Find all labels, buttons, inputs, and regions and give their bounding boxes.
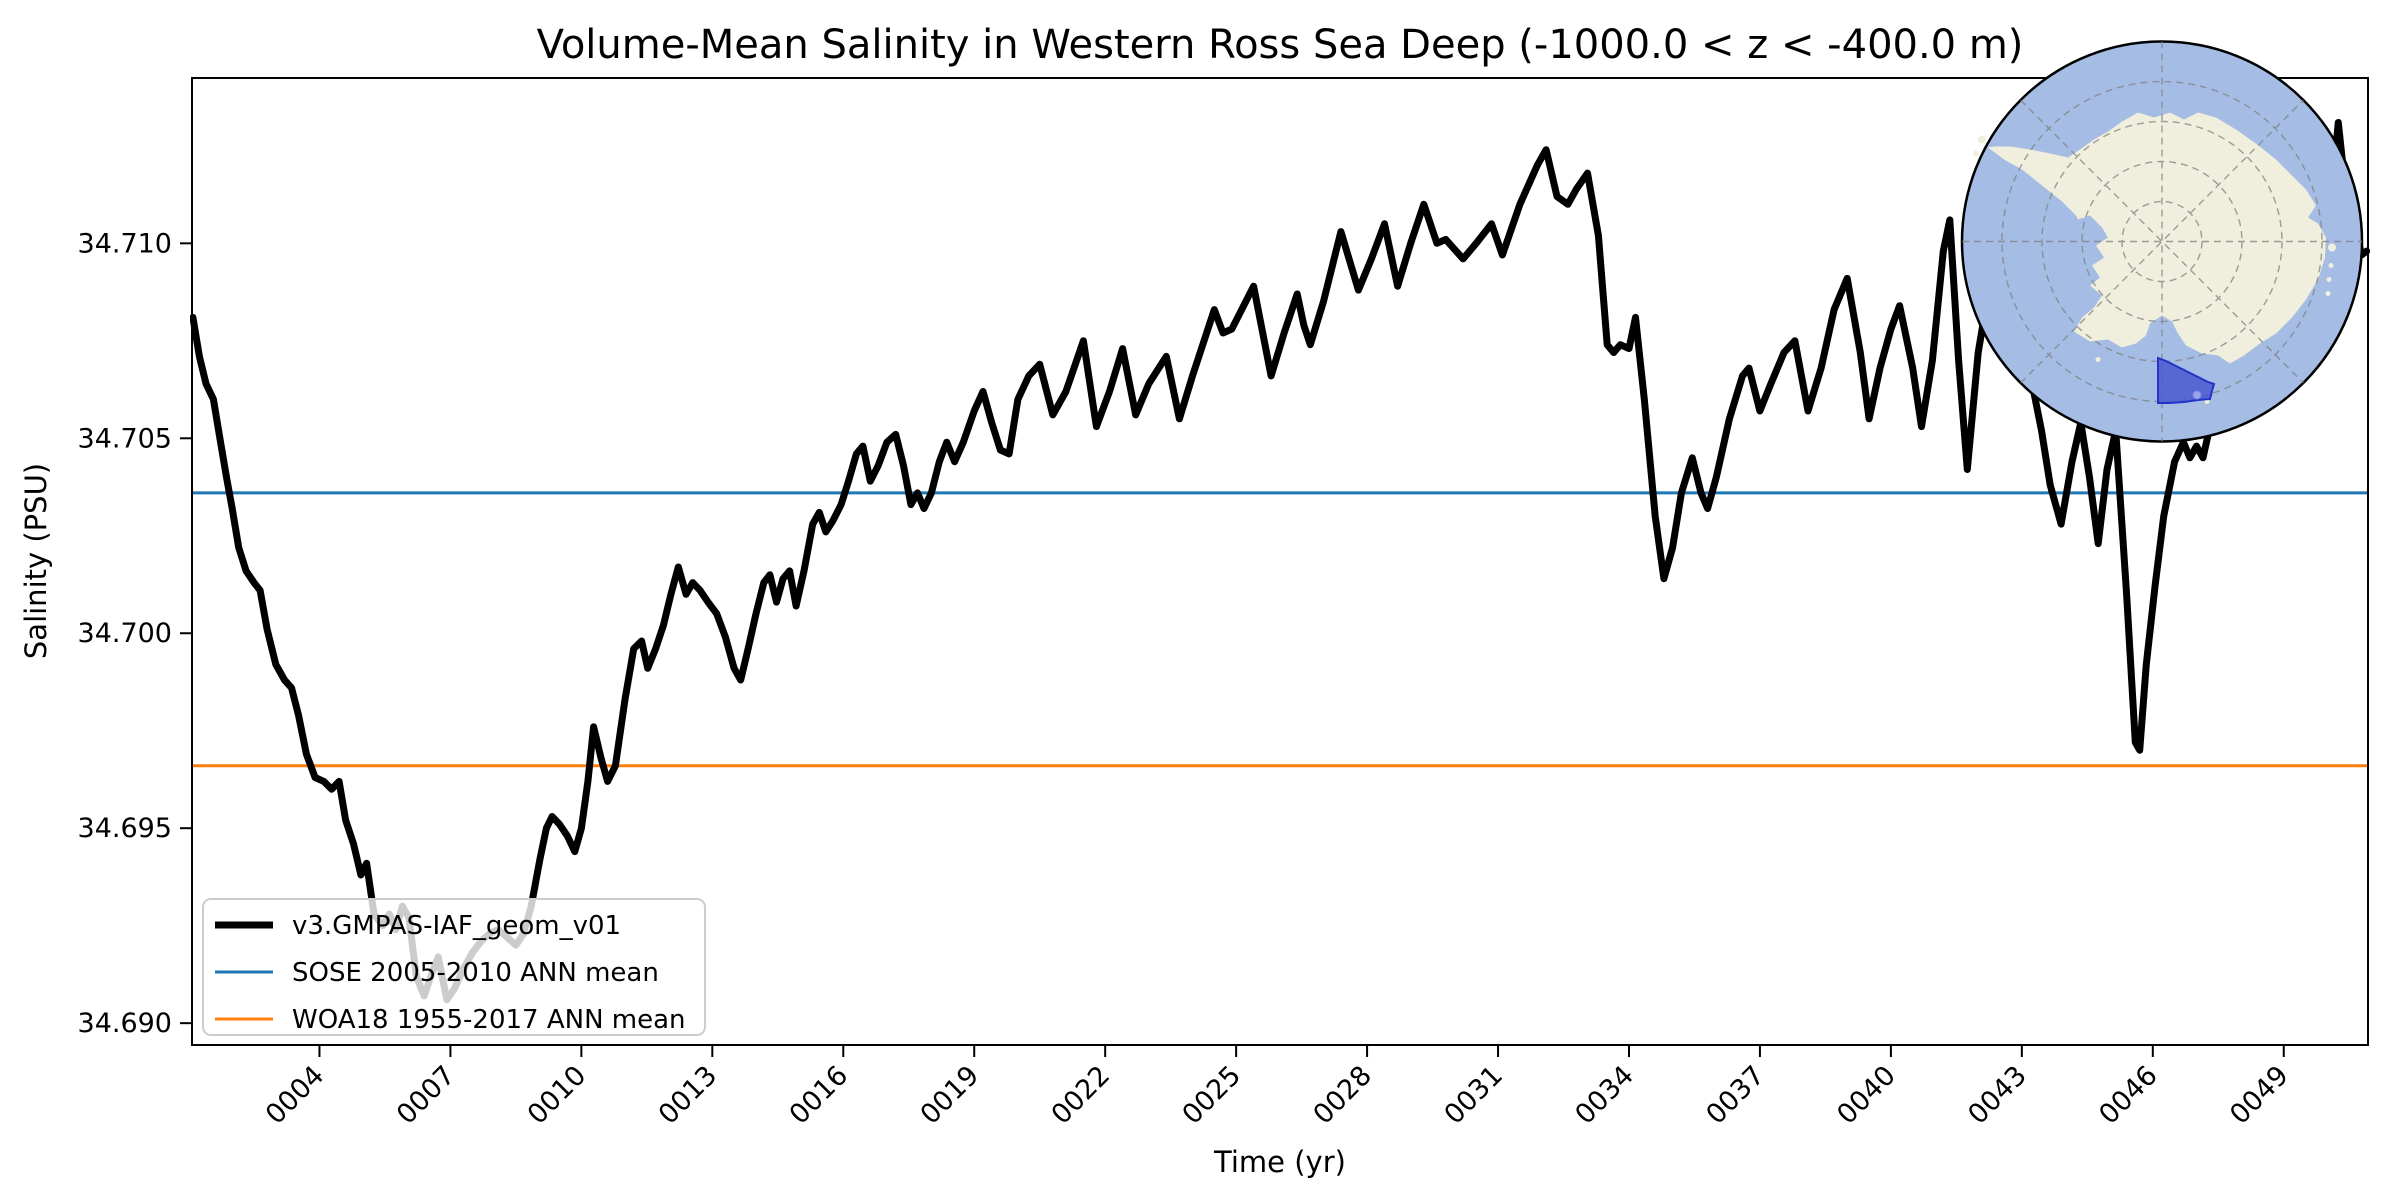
- x-tick-label: 0049: [2224, 1060, 2295, 1131]
- y-tick-label: 34.710: [78, 228, 172, 259]
- y-tick-label: 34.700: [78, 618, 172, 649]
- x-tick-label: 0043: [1962, 1060, 2033, 1131]
- x-tick-label: 0031: [1438, 1060, 1509, 1131]
- x-tick-label: 0037: [1700, 1060, 1771, 1131]
- x-axis-ticks: 0004 0007 0010 0013 0016 0019 0022 0025 0028 0031…: [260, 1045, 2295, 1131]
- legend: v3.GMPAS-IAF_geom_v01 SOSE 2005-2010 ANN…: [202, 898, 706, 1036]
- x-tick-label: 0004: [260, 1060, 331, 1131]
- y-tick-label: 34.705: [78, 423, 172, 454]
- y-axis-label: Salinity (PSU): [19, 463, 53, 659]
- x-tick-label: 0046: [2093, 1060, 2164, 1131]
- island: [1978, 135, 1986, 144]
- y-tick-label: 34.690: [78, 1008, 172, 1039]
- island: [2328, 263, 2334, 268]
- island: [2326, 277, 2332, 282]
- x-tick-label: 0034: [1569, 1060, 1640, 1131]
- legend-label-sose: SOSE 2005-2010 ANN mean: [292, 958, 659, 988]
- region-marker-dot: [2192, 390, 2202, 400]
- island: [2095, 357, 2101, 362]
- legend-label-model: v3.GMPAS-IAF_geom_v01: [292, 911, 621, 941]
- x-tick-label: 0040: [1831, 1060, 1902, 1131]
- x-axis-label: Time (yr): [1213, 1145, 1346, 1179]
- legend-label-woa: WOA18 1955-2017 ANN mean: [292, 1005, 686, 1035]
- x-tick-label: 0028: [1308, 1060, 1379, 1131]
- legend-box: [202, 898, 706, 1036]
- island: [2328, 243, 2336, 252]
- axes-spines: [191, 77, 2369, 1046]
- island: [1973, 150, 1979, 157]
- x-tick-label: 0010: [522, 1060, 593, 1131]
- x-tick-label: 0022: [1046, 1060, 1117, 1131]
- x-tick-label: 0016: [784, 1060, 855, 1131]
- y-axis-ticks: 34.690 34.695 34.700 34.705 34.710: [78, 228, 192, 1039]
- graticule-grid: [1962, 41, 2362, 442]
- antarctica-landmass: [1973, 112, 2336, 404]
- x-tick-label: 0019: [915, 1060, 986, 1131]
- x-tick-label: 0013: [653, 1060, 724, 1131]
- antarctica-continent: [1988, 112, 2326, 364]
- island: [2325, 291, 2331, 296]
- antarctica-inset-map: [1960, 40, 2364, 443]
- x-tick-label: 0007: [391, 1060, 462, 1131]
- page-title: Volume-Mean Salinity in Western Ross Sea…: [537, 22, 2024, 68]
- y-tick-label: 34.695: [78, 813, 172, 844]
- x-tick-label: 0025: [1177, 1060, 1248, 1131]
